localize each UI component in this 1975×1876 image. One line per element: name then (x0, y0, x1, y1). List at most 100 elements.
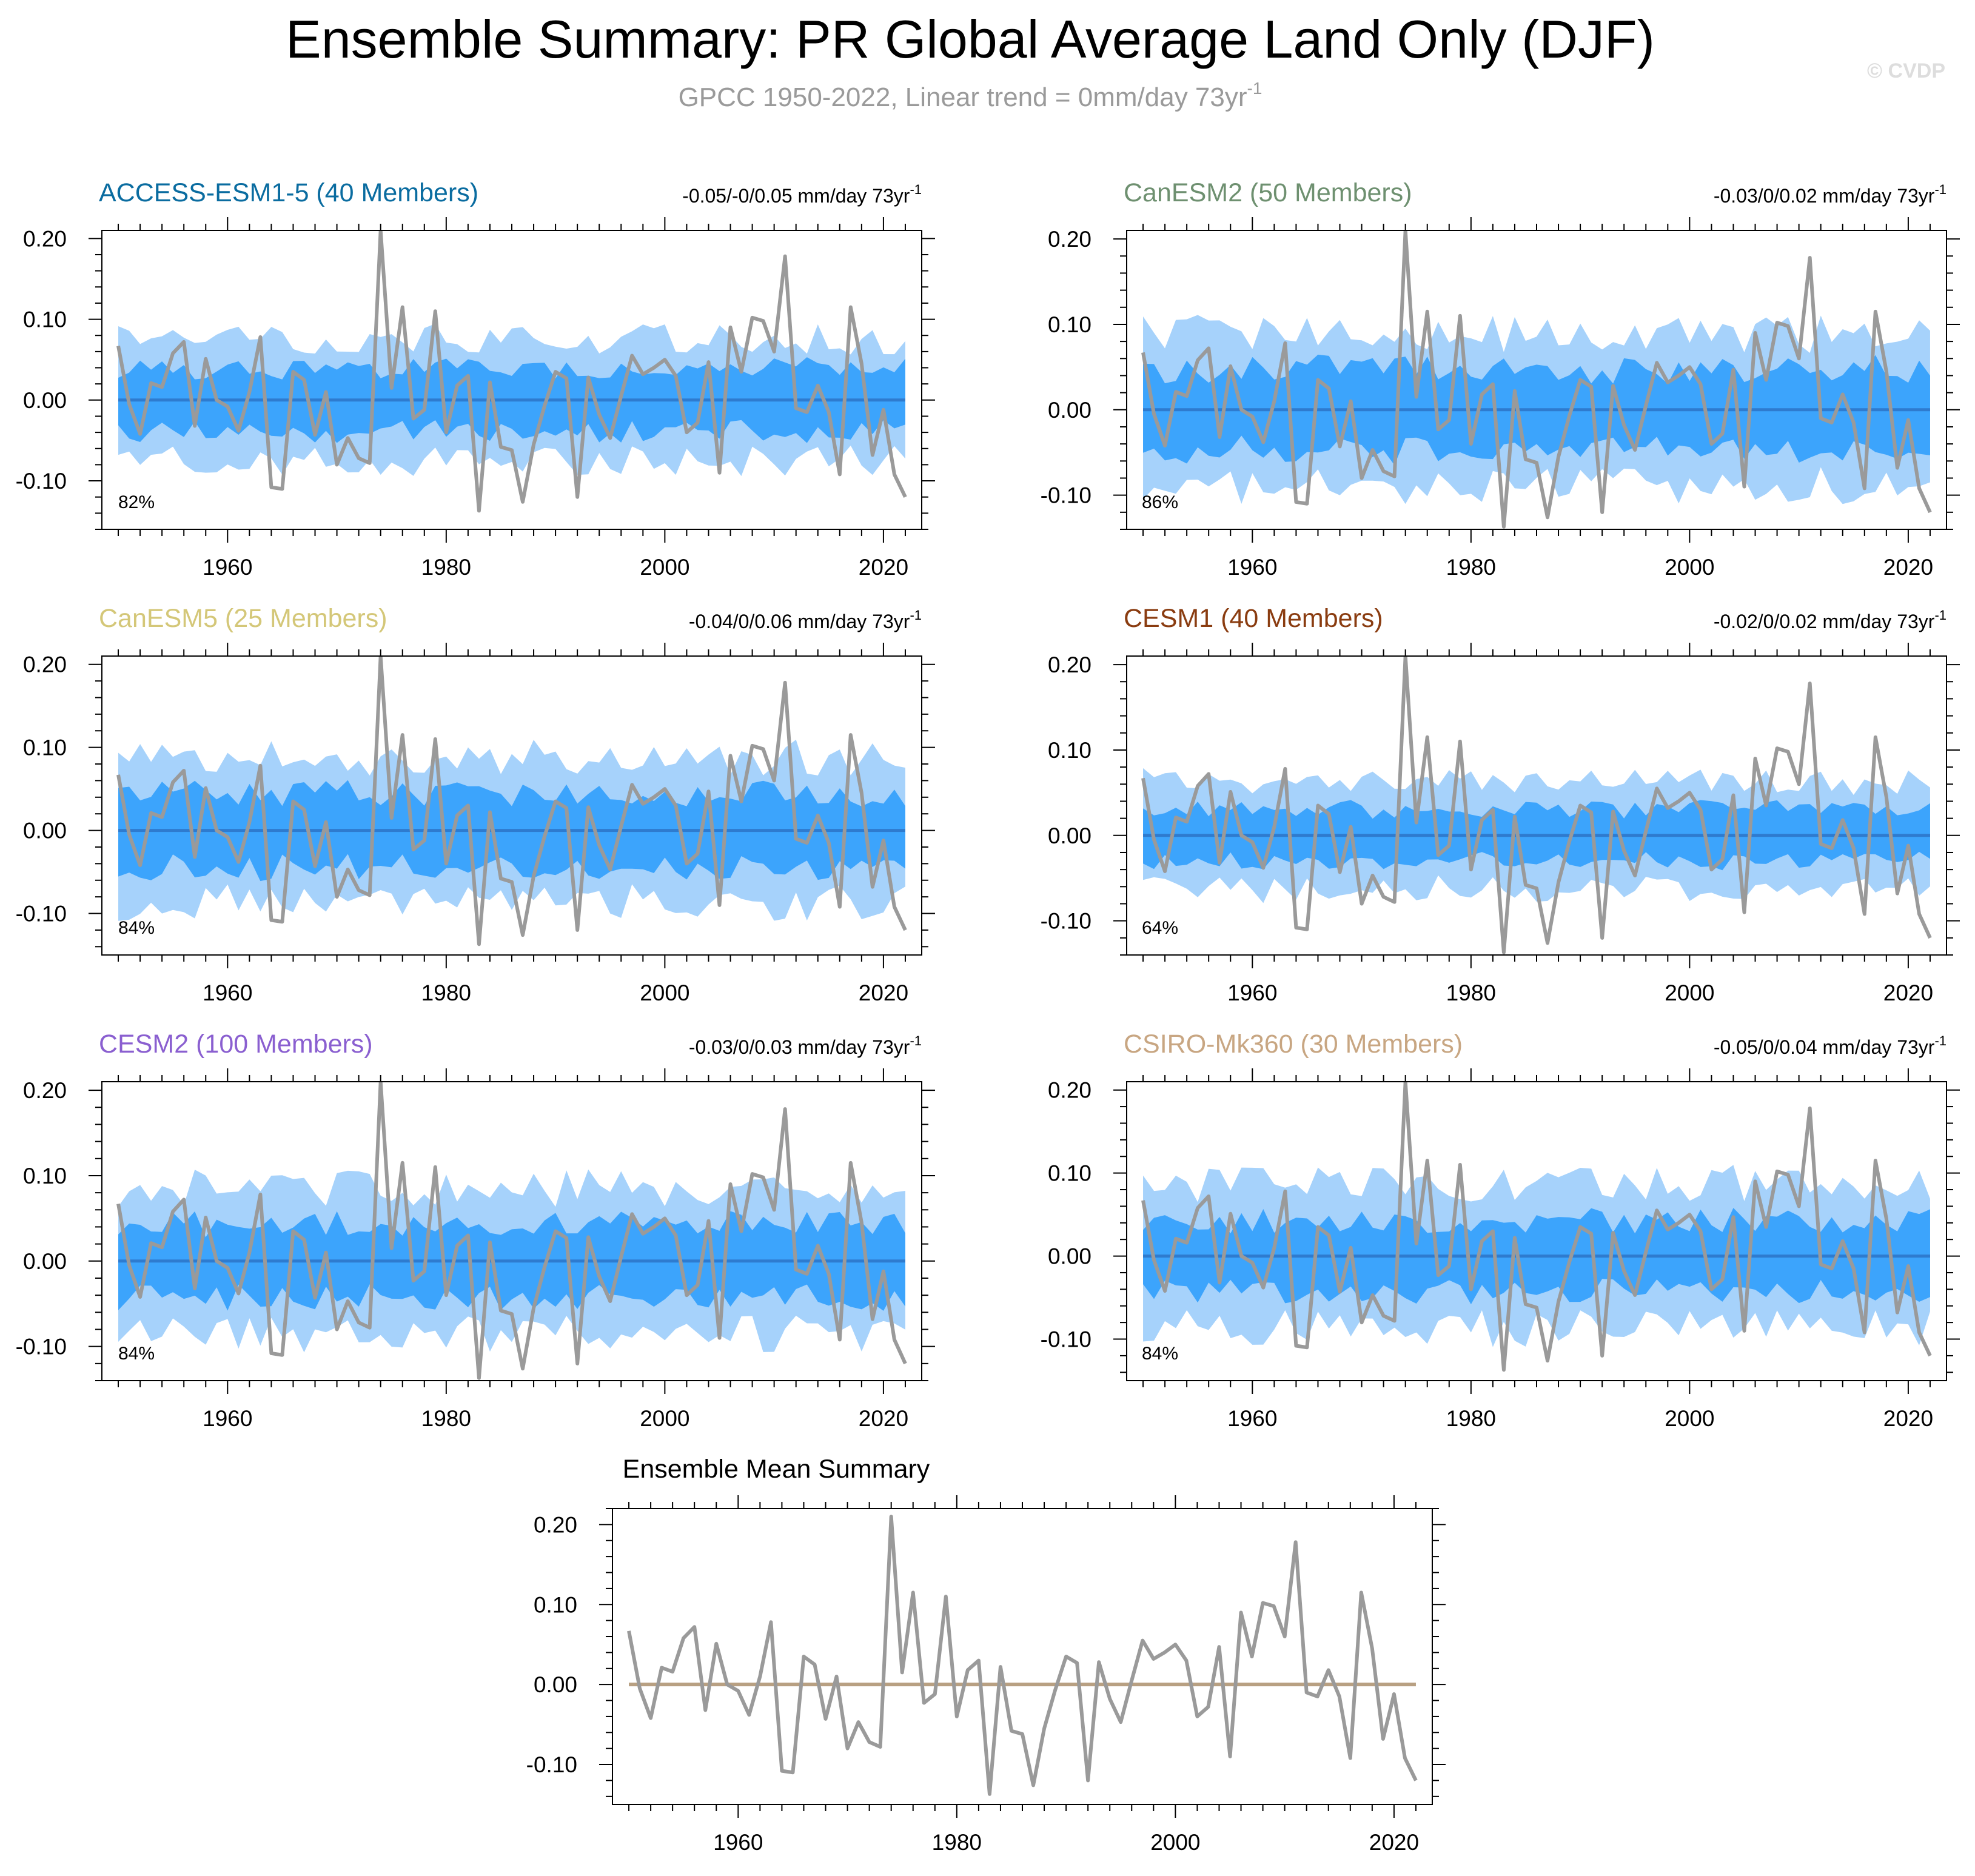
trend-label: -0.05/-0/0.05 mm/day 73yr-1 (682, 182, 922, 207)
percent-label: 84% (1142, 1344, 1178, 1364)
x-tick-label: 2020 (1883, 980, 1933, 1005)
y-tick-label: 0.20 (1048, 227, 1091, 252)
y-tick-label: 0.20 (23, 652, 67, 677)
trend-label-sup: -1 (910, 608, 922, 623)
trend-label-sup: -1 (910, 182, 922, 197)
panel-title: Ensemble Mean Summary (623, 1455, 930, 1484)
x-tick-label: 1960 (203, 1406, 252, 1431)
panel-title: CanESM2 (50 Members) (1124, 178, 1412, 207)
x-tick-label: 1980 (1446, 1406, 1496, 1431)
observation-line (1141, 1082, 1932, 1372)
percent-label: 64% (1142, 918, 1178, 938)
trend-label-sup: -1 (1934, 1033, 1946, 1048)
trend-label-sup: -1 (1934, 182, 1946, 197)
panel-canesm5: 1960 1980 2000 2020 0.20 0.10 0.00 -0.10 CanESM… (16, 604, 935, 1005)
plot-clip (627, 1515, 1418, 1796)
plot-clip (1141, 230, 1932, 529)
y-tick-label: 0.00 (1048, 1244, 1091, 1269)
panel-title: CESM1 (40 Members) (1124, 604, 1383, 633)
panel-title: CESM2 (100 Members) (99, 1030, 373, 1059)
plot-area: 1960 1980 2000 2020 0.20 0.10 0.00 -0.10 (16, 1068, 935, 1431)
x-tick-label: 2000 (640, 980, 689, 1005)
plot-area: 1960 1980 2000 2020 0.20 0.10 0.00 -0.10 (1041, 643, 1960, 1005)
x-tick-label: 2020 (1369, 1830, 1419, 1855)
cvdp-watermark: © CVDP (1867, 59, 1945, 82)
trend-label: -0.04/0/0.06 mm/day 73yr-1 (689, 608, 922, 632)
x-tick-label: 1980 (932, 1830, 982, 1855)
x-tick-label: 1980 (421, 555, 471, 580)
y-tick-label: -0.10 (16, 469, 67, 494)
trend-label: -0.02/0/0.02 mm/day 73yr-1 (1714, 608, 1946, 632)
plot-clip (116, 1082, 907, 1380)
plot-clip (1141, 656, 1932, 954)
y-tick-label: 0.10 (1048, 738, 1091, 763)
x-tick-label: 1980 (1446, 555, 1496, 580)
panel-access-esm1-5: 1960 1980 2000 2020 0.20 0.10 0.00 -0.10 ACCESS… (16, 178, 935, 580)
x-tick-label: 2000 (1665, 555, 1714, 580)
y-tick-label: 0.00 (1048, 823, 1091, 848)
figure-subtitle: GPCC 1950-2022, Linear trend = 0mm/day 7… (679, 79, 1262, 112)
plot-area: 1960 1980 2000 2020 0.20 0.10 0.00 -0.10 (16, 217, 935, 580)
x-tick-label: 1960 (1227, 980, 1277, 1005)
plot-area: 1960 1980 2000 2020 0.20 0.10 0.00 -0.10 (526, 1495, 1446, 1855)
y-tick-label: -0.10 (1041, 909, 1091, 934)
trend-label-text: -0.03/0/0.03 mm/day 73yr (689, 1036, 910, 1058)
y-tick-label: 0.10 (23, 735, 67, 760)
trend-label-text: -0.05/-0/0.05 mm/day 73yr (682, 185, 910, 207)
panel-title: ACCESS-ESM1-5 (40 Members) (99, 178, 478, 207)
plot-area: 1960 1980 2000 2020 0.20 0.10 0.00 -0.10 (1041, 1068, 1960, 1431)
x-tick-label: 2020 (859, 555, 908, 580)
observation-line (116, 230, 907, 513)
observation-line (116, 656, 907, 946)
y-tick-label: 0.20 (23, 226, 67, 251)
trend-label-sup: -1 (910, 1033, 922, 1048)
x-tick-label: 2000 (1665, 1406, 1714, 1431)
panel-title: CanESM5 (25 Members) (99, 604, 387, 633)
observation-line (116, 1082, 907, 1380)
x-tick-label: 1960 (1227, 1406, 1277, 1431)
trend-label: -0.03/0/0.03 mm/day 73yr-1 (689, 1033, 922, 1058)
y-tick-label: 0.20 (1048, 1078, 1091, 1103)
x-tick-label: 2020 (859, 980, 908, 1005)
panel-cesm1: 1960 1980 2000 2020 0.20 0.10 0.00 -0.10 CESM1 … (1041, 604, 1960, 1005)
x-tick-label: 1980 (421, 980, 471, 1005)
percent-label: 86% (1142, 492, 1178, 512)
percent-label: 84% (118, 1344, 155, 1364)
x-tick-label: 1980 (1446, 980, 1496, 1005)
plot-clip (1141, 1082, 1932, 1372)
y-tick-label: 0.00 (23, 819, 67, 843)
percent-label: 84% (118, 918, 155, 938)
panel-ensemble-mean: 1960 1980 2000 2020 0.20 0.10 0.00 -0.10 Ensemb… (526, 1455, 1446, 1855)
plot-area: 1960 1980 2000 2020 0.20 0.10 0.00 -0.10 (16, 643, 935, 1005)
trend-label-text: -0.05/0/0.04 mm/day 73yr (1714, 1036, 1935, 1058)
y-tick-label: -0.10 (1041, 483, 1091, 508)
y-tick-label: 0.20 (23, 1078, 67, 1103)
y-tick-label: 0.00 (23, 388, 67, 413)
y-tick-label: 0.20 (534, 1512, 577, 1537)
y-tick-label: 0.10 (1048, 312, 1091, 337)
trend-label: -0.03/0/0.02 mm/day 73yr-1 (1714, 182, 1946, 207)
x-tick-label: 2000 (640, 1406, 689, 1431)
percent-label: 82% (118, 492, 155, 512)
trend-label: -0.05/0/0.04 mm/day 73yr-1 (1714, 1033, 1946, 1058)
y-tick-label: -0.10 (16, 1335, 67, 1359)
figure-title: Ensemble Summary: PR Global Average Land… (286, 9, 1655, 69)
y-tick-label: 0.20 (1048, 652, 1091, 677)
x-tick-label: 1960 (713, 1830, 763, 1855)
x-tick-label: 1960 (203, 980, 252, 1005)
y-tick-label: 0.00 (1048, 398, 1091, 423)
observation-line (1141, 656, 1932, 954)
y-tick-label: 0.00 (23, 1249, 67, 1274)
x-tick-label: 1960 (1227, 555, 1277, 580)
y-tick-label: 0.10 (23, 1164, 67, 1188)
x-tick-label: 2020 (859, 1406, 908, 1431)
plot-clip (116, 656, 907, 946)
trend-label-text: -0.04/0/0.06 mm/day 73yr (689, 611, 910, 632)
trend-label-text: -0.02/0/0.02 mm/day 73yr (1714, 611, 1935, 632)
x-tick-label: 2000 (1150, 1830, 1200, 1855)
y-tick-label: -0.10 (16, 902, 67, 926)
panel-csiro-mk360: 1960 1980 2000 2020 0.20 0.10 0.00 -0.10 CSIRO-… (1041, 1030, 1960, 1431)
y-tick-label: -0.10 (1041, 1327, 1091, 1352)
figure-subtitle-sup: -1 (1247, 79, 1262, 98)
